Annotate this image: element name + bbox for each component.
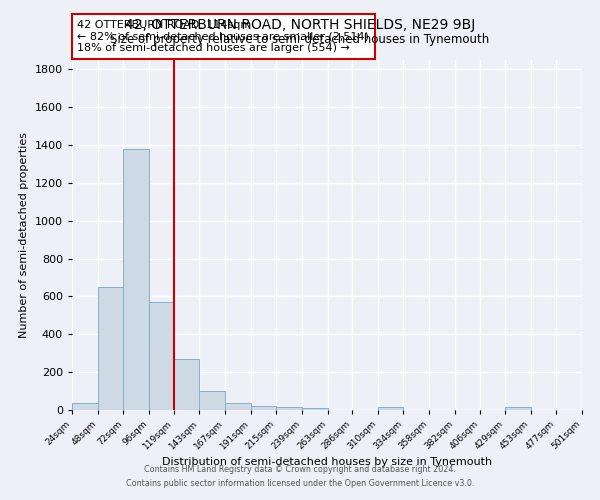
X-axis label: Distribution of semi-detached houses by size in Tynemouth: Distribution of semi-detached houses by …	[162, 456, 492, 466]
Bar	[225, 404, 251, 410]
Y-axis label: Number of semi-detached properties: Number of semi-detached properties	[19, 132, 29, 338]
Bar	[199, 391, 225, 410]
Bar	[98, 287, 124, 410]
Bar	[124, 149, 149, 410]
Bar	[251, 406, 276, 410]
Text: 42, OTTERBURN ROAD, NORTH SHIELDS, NE29 9BJ: 42, OTTERBURN ROAD, NORTH SHIELDS, NE29 …	[125, 18, 475, 32]
Bar	[505, 407, 530, 410]
Bar	[378, 407, 403, 410]
Text: 42 OTTERBURN ROAD: 114sqm
← 82% of semi-detached houses are smaller (2,514)
18% : 42 OTTERBURN ROAD: 114sqm ← 82% of semi-…	[77, 20, 369, 53]
Text: Size of property relative to semi-detached houses in Tynemouth: Size of property relative to semi-detach…	[110, 32, 490, 46]
Bar	[72, 404, 98, 410]
Bar	[276, 407, 302, 410]
Bar	[173, 359, 199, 410]
Bar	[149, 302, 173, 410]
Bar	[302, 408, 328, 410]
Text: Contains HM Land Registry data © Crown copyright and database right 2024.
Contai: Contains HM Land Registry data © Crown c…	[126, 466, 474, 487]
